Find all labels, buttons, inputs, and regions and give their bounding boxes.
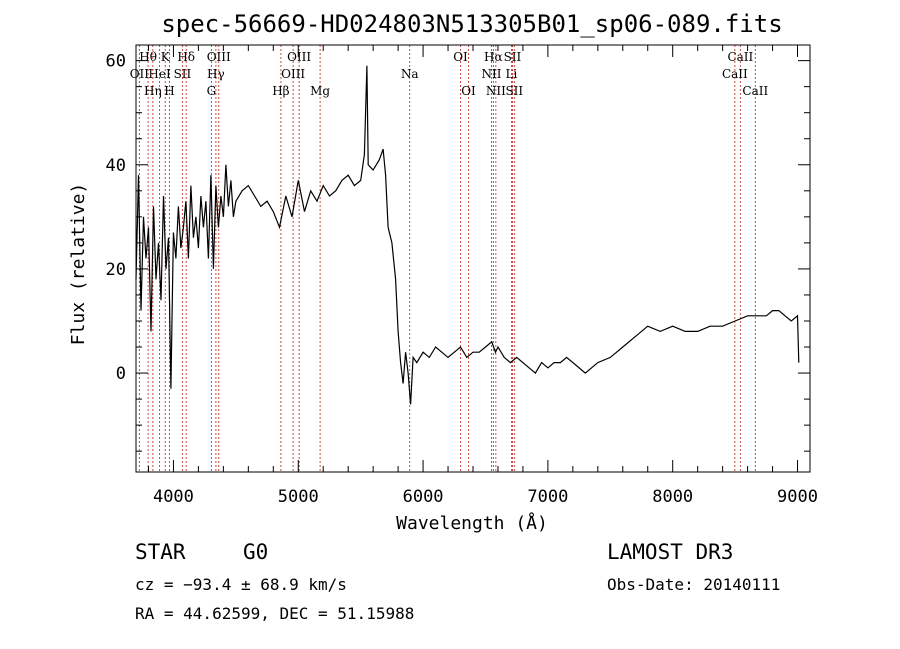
emission-line-label: OII	[130, 67, 150, 81]
emission-line-markers	[138, 45, 756, 472]
object-subclass: G0	[243, 540, 268, 564]
emission-line-label: SII	[505, 84, 523, 98]
emission-line-label: Hγ	[207, 67, 225, 81]
emission-line-label: Li	[506, 67, 518, 81]
emission-line-labels: OIIHθHηHeIKHSIIHδGHγOIIIHβOIIIOIIIMgNaOI…	[130, 50, 769, 98]
y-tick-label: 40	[106, 156, 126, 176]
emission-line-label: CaII	[742, 84, 768, 98]
emission-line-label: K	[161, 50, 171, 64]
emission-line-label: NII	[481, 67, 501, 81]
emission-line-label: Hη	[144, 84, 162, 98]
object-class: STAR	[135, 540, 186, 564]
emission-line-label: SII	[174, 67, 192, 81]
x-tick-label: 8000	[652, 487, 693, 507]
y-tick-label: 60	[106, 52, 126, 72]
chart-title: spec-56669-HD024803N513305B01_sp06-089.f…	[161, 10, 782, 38]
y-tick-label: 20	[106, 260, 126, 280]
survey-name: LAMOST DR3	[607, 540, 733, 564]
emission-line-label: Hβ	[272, 84, 289, 98]
axes: 4000 5000 6000 7000 8000 9000 0 20 40 60	[106, 44, 818, 507]
emission-line-label: H	[164, 84, 174, 98]
emission-line-label: OI	[461, 84, 476, 98]
emission-line-label: NII	[486, 84, 506, 98]
emission-line-label: OI	[453, 50, 468, 64]
emission-line-label: OIII	[287, 50, 311, 64]
emission-line-label: Mg	[310, 84, 330, 98]
emission-line-label: HeI	[148, 67, 171, 81]
redshift-velocity: cz = −93.4 ± 68.9 km/s	[135, 575, 347, 594]
emission-line-label: G	[207, 84, 217, 98]
x-tick-label: 9000	[777, 487, 818, 507]
emission-line-label: SII	[504, 50, 522, 64]
x-tick-label: 5000	[278, 487, 319, 507]
sky-coordinates: RA = 44.62599, DEC = 51.15988	[135, 604, 414, 623]
emission-line-label: Hθ	[139, 50, 157, 64]
x-tick-label: 6000	[403, 487, 444, 507]
x-tick-label: 4000	[153, 487, 194, 507]
observation-date: Obs-Date: 20140111	[607, 575, 780, 594]
emission-line-label: OIII	[207, 50, 231, 64]
spectrum-line	[135, 65, 800, 405]
emission-line-label: Hδ	[177, 50, 195, 64]
emission-line-label: CaII	[727, 50, 753, 64]
emission-line-label: OIII	[281, 67, 305, 81]
plot-frame	[135, 44, 811, 473]
y-axis-label: Flux (relative)	[68, 183, 89, 346]
emission-line-label: Hα	[484, 50, 503, 64]
emission-line-label: CaII	[722, 67, 748, 81]
emission-line-label: Na	[401, 67, 419, 81]
y-tick-label: 0	[116, 364, 126, 384]
x-tick-label: 7000	[527, 487, 568, 507]
x-axis-label: Wavelength (Å)	[396, 512, 548, 534]
